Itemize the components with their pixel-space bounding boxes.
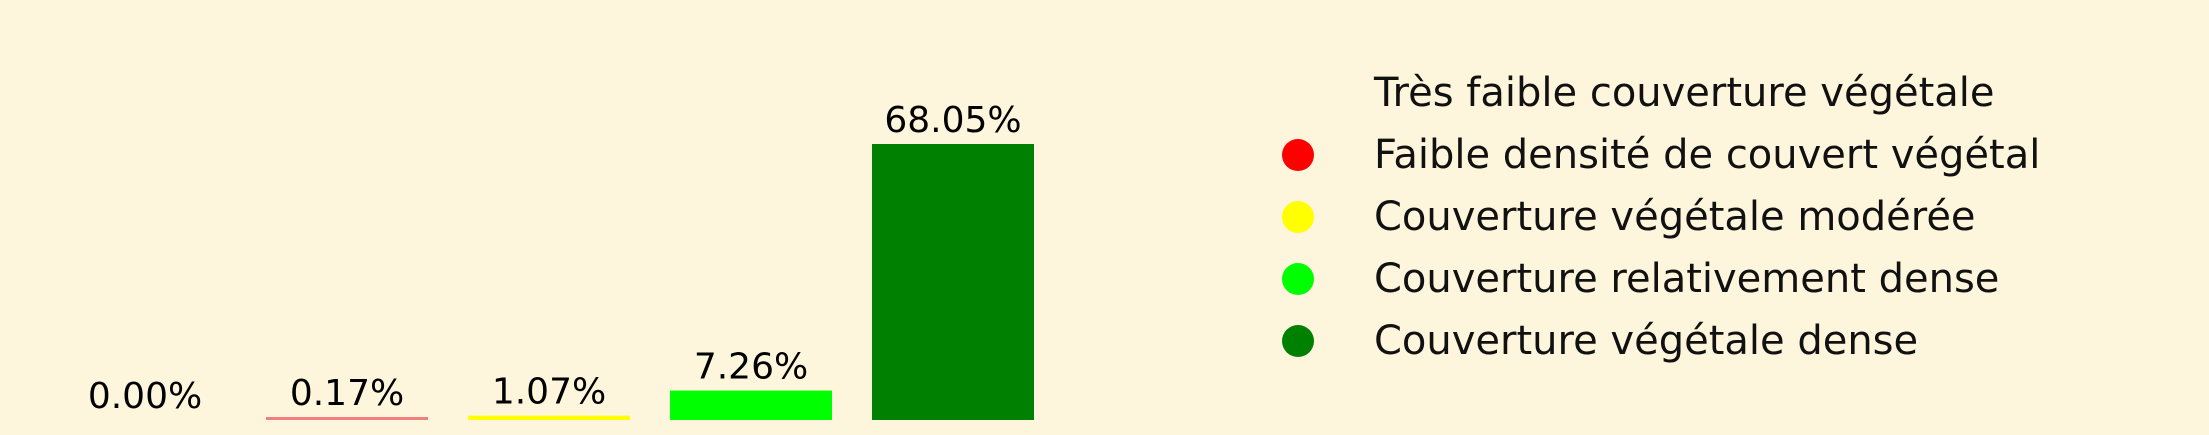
bar-value-label-4: 7.26%	[694, 347, 808, 388]
legend-label: Couverture végétale dense	[1374, 318, 1919, 364]
legend-label: Couverture relativement dense	[1374, 256, 2000, 302]
legend-dot-icon	[1282, 77, 1314, 109]
bar-value-label-1: 0.00%	[88, 376, 202, 417]
bar-value-label-5: 68.05%	[884, 100, 1021, 141]
legend-dot-icon	[1282, 263, 1314, 295]
bar-value-labels-group: 0.00% 0.17% 1.07% 7.26% 68.05%	[88, 100, 1022, 417]
bar-3	[468, 415, 630, 420]
legend-label: Très faible couverture végétale	[1374, 70, 1995, 116]
legend-dot-icon	[1282, 201, 1314, 233]
chart-legend: Très faible couverture végétale Faible de…	[1270, 62, 2040, 372]
legend-item-4: Couverture relativement dense	[1270, 248, 2040, 310]
legend-item-1: Très faible couverture végétale	[1270, 62, 2040, 124]
bar-value-label-3: 1.07%	[492, 372, 606, 413]
bars-group	[266, 144, 1034, 420]
legend-label: Faible densité de couvert végétal	[1374, 132, 2041, 178]
bar-4	[670, 390, 832, 420]
bar-5	[872, 144, 1034, 420]
legend-dot-icon	[1282, 139, 1314, 171]
legend-label: Couverture végétale modérée	[1374, 194, 1976, 240]
legend-dot-icon	[1282, 325, 1314, 357]
legend-item-3: Couverture végétale modérée	[1270, 186, 2040, 248]
legend-item-5: Couverture végétale dense	[1270, 310, 2040, 372]
bar-value-label-2: 0.17%	[290, 373, 404, 414]
bar-2	[266, 417, 428, 420]
legend-item-2: Faible densité de couvert végétal	[1270, 124, 2040, 186]
